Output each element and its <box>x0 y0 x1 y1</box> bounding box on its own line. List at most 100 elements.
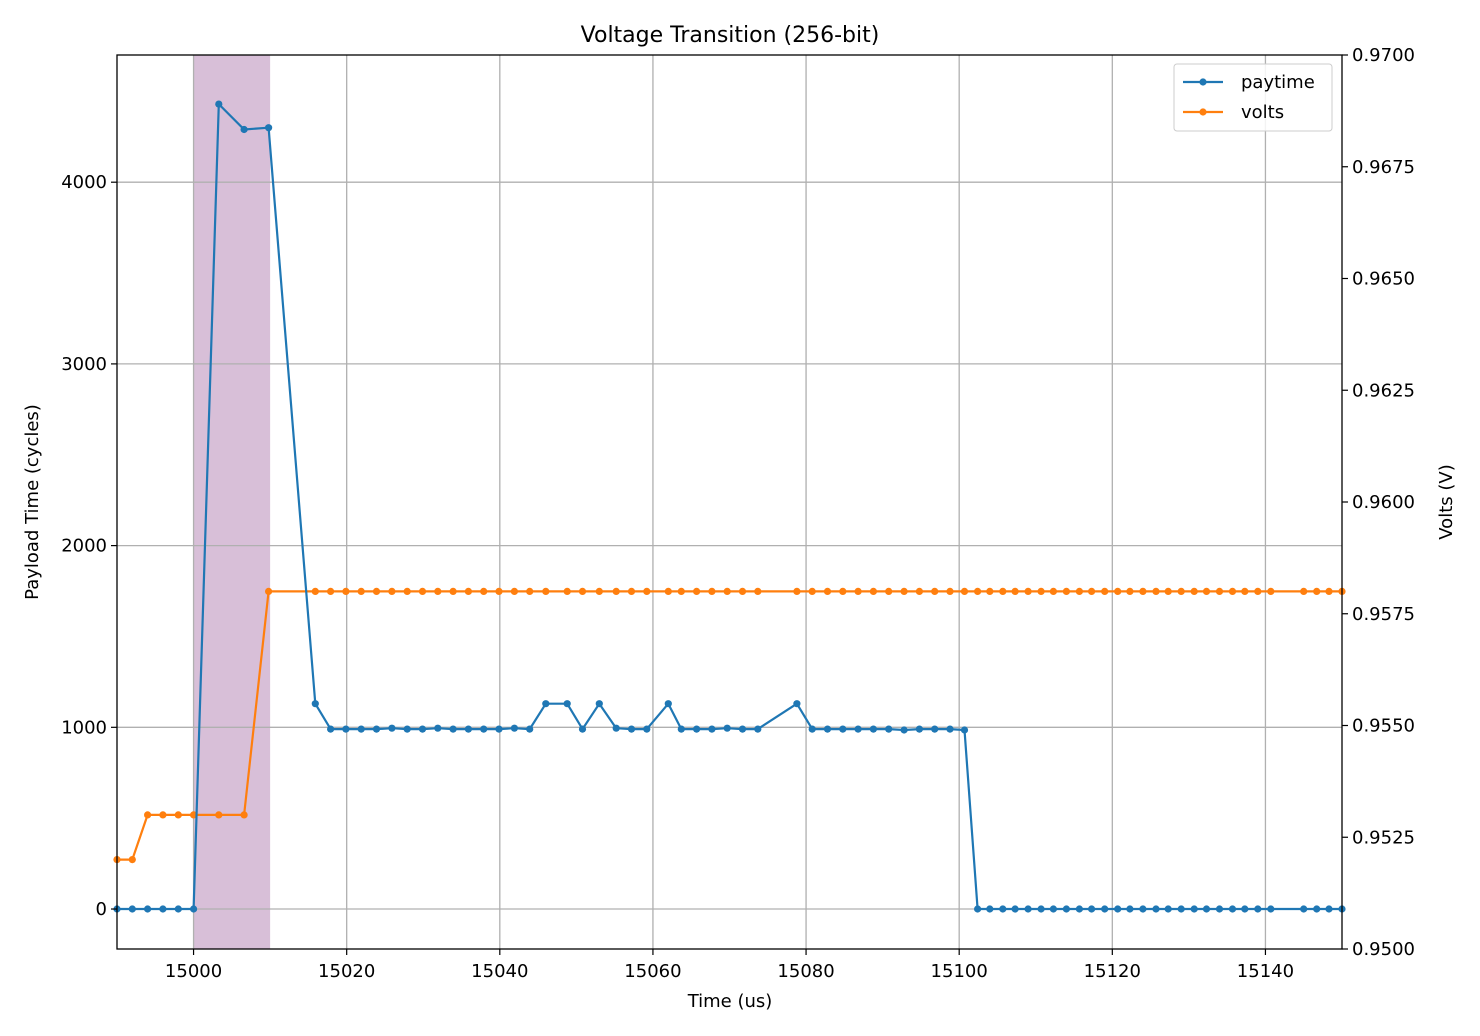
volts-point <box>595 587 603 596</box>
volts-point <box>974 587 982 596</box>
chart-title: Voltage Transition (256-bit) <box>581 23 880 48</box>
paytime-point <box>1164 905 1172 913</box>
legend-box <box>1173 63 1333 132</box>
volts-point <box>1139 587 1147 596</box>
volts-point <box>627 587 636 596</box>
volts-point <box>1228 587 1237 596</box>
volts-point <box>1126 587 1134 596</box>
paytime-point <box>915 725 924 733</box>
legend: paytime volts <box>1173 63 1333 132</box>
paytime-point <box>693 725 701 733</box>
volts-point <box>999 587 1007 596</box>
paytime-point <box>1049 905 1057 913</box>
paytime-point <box>1126 905 1134 913</box>
volts-point <box>495 587 503 596</box>
paytime-point <box>823 725 832 733</box>
x-tick-label: 15100 <box>931 961 988 982</box>
y-left-tick-label: 4000 <box>61 172 107 193</box>
volts-point <box>510 587 518 596</box>
volts-point <box>578 587 587 596</box>
paytime-point <box>418 725 427 733</box>
volts-point <box>1011 587 1019 596</box>
paytime-point <box>723 724 731 732</box>
paytime-point <box>1139 905 1147 913</box>
paytime-point <box>372 725 381 733</box>
paytime-point <box>434 724 442 732</box>
y-axis-right-label: Volts (V) <box>1436 464 1457 539</box>
paytime-point <box>159 905 167 913</box>
volts-point <box>885 587 893 596</box>
paytime-point <box>1177 905 1185 913</box>
paytime-point <box>677 725 685 733</box>
volts-point <box>1267 587 1275 596</box>
x-tick-label: 15020 <box>318 961 375 982</box>
paytime-point <box>1101 905 1109 913</box>
paytime-point <box>144 905 152 913</box>
paytime-point <box>1325 905 1333 913</box>
paytime-point <box>1011 905 1019 913</box>
y-axis-left-label: Payload Time (cycles) <box>22 404 43 600</box>
x-tick-label: 15060 <box>624 961 681 982</box>
paytime-point <box>1300 905 1308 913</box>
volts-point <box>265 587 273 596</box>
y-left-tick-label: 1000 <box>61 717 107 738</box>
volts-point <box>1215 587 1224 596</box>
y-right-tick-label: 0.9625 <box>1352 380 1415 401</box>
paytime-point <box>946 725 954 733</box>
paytime-point <box>1190 905 1198 913</box>
volts-point <box>946 587 954 596</box>
paytime-point <box>578 725 587 733</box>
volts-point <box>327 587 335 596</box>
volts-point <box>854 587 862 596</box>
volts-point <box>1101 587 1109 596</box>
volts-point <box>823 587 832 596</box>
paytime-point <box>808 725 816 733</box>
paytime-point <box>1152 905 1160 913</box>
volts-point <box>526 587 534 596</box>
volts-point <box>793 587 801 596</box>
volts-point <box>612 587 620 596</box>
volts-point <box>563 587 571 596</box>
paytime-point <box>128 905 136 913</box>
y-right-tick-label: 0.9500 <box>1352 939 1415 960</box>
volts-point <box>986 587 994 596</box>
y-right-tick-label: 0.9650 <box>1352 269 1415 290</box>
volts-point <box>1190 587 1198 596</box>
paytime-point <box>1062 905 1070 913</box>
y-right-tick-label: 0.9550 <box>1352 716 1415 737</box>
paytime-point <box>1075 905 1083 913</box>
x-tick-label: 15080 <box>777 961 834 982</box>
paytime-point <box>931 725 939 733</box>
volts-point <box>418 587 427 596</box>
volts-point <box>388 587 396 596</box>
paytime-point <box>311 700 319 708</box>
volts-point <box>434 587 442 596</box>
volts-point <box>240 811 248 819</box>
volts-point <box>677 587 685 596</box>
volts-point <box>1254 587 1262 596</box>
paytime-point <box>1088 905 1096 913</box>
y-left-tick-label: 0 <box>96 899 107 920</box>
volts-point <box>664 587 672 596</box>
paytime-point <box>563 700 571 708</box>
volts-point <box>1049 587 1057 596</box>
x-tick-label: 15120 <box>1084 961 1141 982</box>
volts-point <box>1313 587 1321 596</box>
paytime-point <box>215 100 223 108</box>
paytime-point <box>999 905 1007 913</box>
y-right-tick-label: 0.9575 <box>1352 604 1415 625</box>
volts-point <box>372 587 381 596</box>
paytime-point <box>190 905 198 913</box>
paytime-point <box>542 700 550 708</box>
volts-point <box>1241 587 1249 596</box>
paytime-point <box>240 125 248 134</box>
paytime-point <box>738 725 747 733</box>
volts-point <box>449 587 457 596</box>
volts-point <box>174 811 182 819</box>
paytime-point <box>839 725 847 733</box>
volts-point <box>1152 587 1160 596</box>
paytime-point <box>664 700 672 708</box>
paytime-point <box>1254 905 1262 913</box>
paytime-point <box>960 726 969 734</box>
volts-point <box>900 587 908 596</box>
